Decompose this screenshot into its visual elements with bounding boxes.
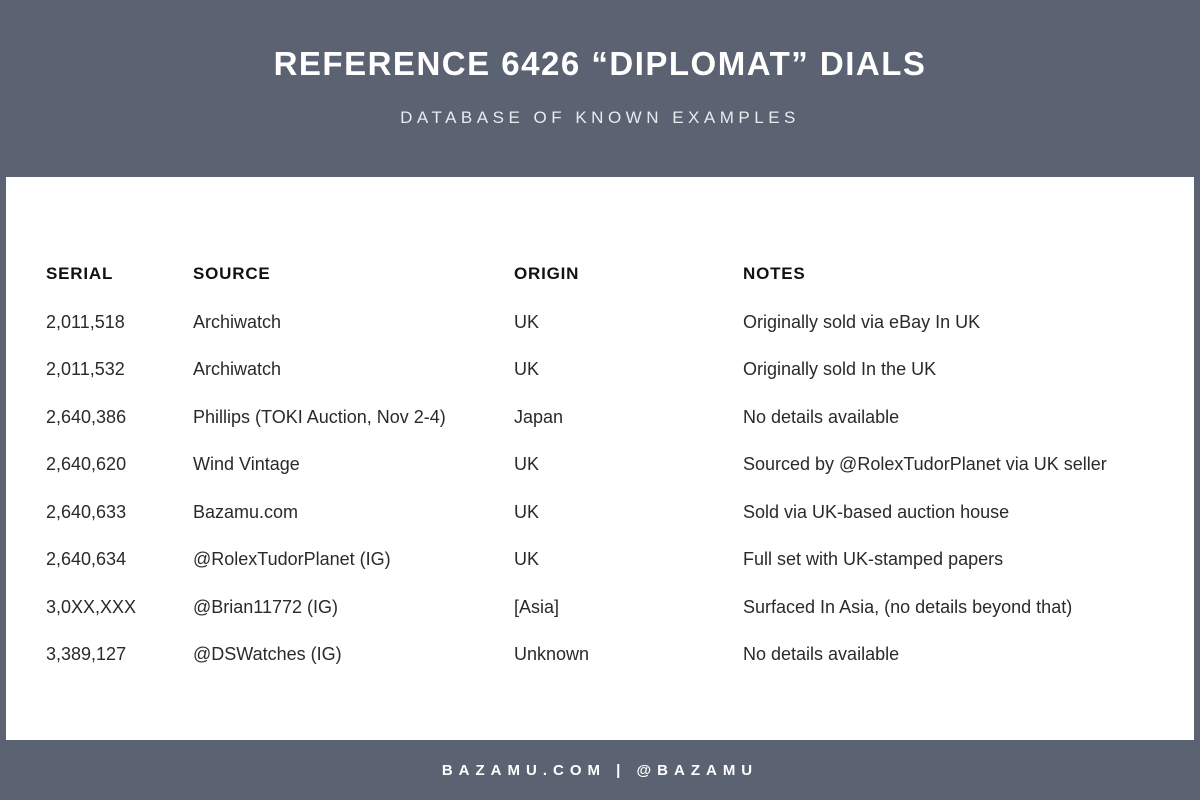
cell-notes: No details available: [743, 406, 900, 427]
table-row: 2,640,634 @RolexTudorPlanet (IG) UK Full se…: [46, 547, 1164, 595]
cell-origin: UK: [514, 359, 540, 379]
column-header-serial: SERIAL: [46, 264, 114, 283]
cell-source: Wind Vintage: [193, 454, 300, 474]
cell-origin: UK: [514, 549, 540, 569]
cell-serial: 2,011,532: [46, 359, 125, 379]
table-row: 2,640,620 Wind Vintage UK Sourced by @Rolex…: [46, 452, 1164, 500]
cell-notes: No details available: [743, 644, 900, 664]
cell-origin: Japan: [514, 406, 564, 427]
table-body: 2,011,518 Archiwatch UK Originally sold via…: [46, 310, 1164, 690]
table-row: 2,640,633 Bazamu.com UK Sold via UK-based a…: [46, 500, 1164, 548]
cell-source: @RolexTudorPlanet (IG): [193, 549, 391, 569]
cell-origin: UK: [514, 454, 540, 474]
cell-serial: 2,011,518: [46, 311, 125, 332]
cell-serial: 2,640,386: [46, 406, 127, 427]
cell-serial: 2,640,620: [46, 454, 127, 474]
column-header-origin: ORIGIN: [514, 264, 580, 283]
cell-origin: [Asia]: [514, 596, 560, 617]
cell-serial: 3,0XX,XXX: [46, 596, 137, 617]
column-header-source: SOURCE: [193, 264, 271, 283]
column-header-notes: NOTES: [743, 264, 806, 283]
footer-text: BAZAMU.COM | @BAZAMU: [441, 761, 759, 779]
cell-source: @Brian11772 (IG): [193, 596, 339, 617]
cell-notes: Originally sold via eBay In UK: [743, 311, 981, 332]
cell-origin: Unknown: [514, 644, 590, 664]
cell-serial: 2,640,634: [46, 549, 127, 569]
content-card: SERIAL SOURCE ORIGIN NOTES 2,011,518 Arch…: [6, 177, 1194, 740]
table-row: 2,011,518 Archiwatch UK Originally sold via…: [46, 310, 1164, 358]
cell-notes: Sold via UK-based auction house: [743, 501, 1010, 522]
footer-band: BAZAMU.COM | @BAZAMU: [0, 740, 1200, 800]
table-row: 2,011,532 Archiwatch UK Originally sold In …: [46, 357, 1164, 405]
cell-notes: Surfaced In Asia, (no details beyond tha…: [743, 596, 1073, 617]
cell-serial: 2,640,633: [46, 501, 127, 522]
table-row: 2,640,386 Phillips (TOKI Auction, Nov 2-4…: [46, 405, 1164, 453]
cell-notes: Sourced by @RolexTudorPlanet via UK sell…: [743, 454, 1107, 474]
header-band: REFERENCE 6426 “DIPLOMAT” DIALS DATABASE…: [0, 0, 1200, 177]
cell-notes: Originally sold In the UK: [743, 359, 937, 379]
table-row: 3,389,127 @DSWatches (IG) Unknown No detail…: [46, 642, 1164, 690]
cell-origin: UK: [514, 501, 540, 522]
page-subtitle: DATABASE OF KNOWN EXAMPLES: [400, 108, 800, 127]
cell-notes: Full set with UK-stamped papers: [743, 549, 1004, 569]
cell-source: Archiwatch: [193, 311, 282, 332]
cell-source: Bazamu.com: [193, 501, 299, 522]
page-title: REFERENCE 6426 “DIPLOMAT” DIALS: [273, 45, 927, 82]
cell-serial: 3,389,127: [46, 644, 127, 664]
table-header-row: SERIAL SOURCE ORIGIN NOTES: [46, 262, 1164, 310]
cell-source: @DSWatches (IG): [193, 644, 342, 664]
cell-source: Archiwatch: [193, 359, 282, 379]
examples-table: SERIAL SOURCE ORIGIN NOTES 2,011,518 Arch…: [46, 262, 1164, 690]
cell-source: Phillips (TOKI Auction, Nov 2-4): [193, 406, 446, 427]
cell-origin: UK: [514, 311, 540, 332]
table-row: 3,0XX,XXX @Brian11772 (IG) [Asia] Surfaced …: [46, 595, 1164, 643]
